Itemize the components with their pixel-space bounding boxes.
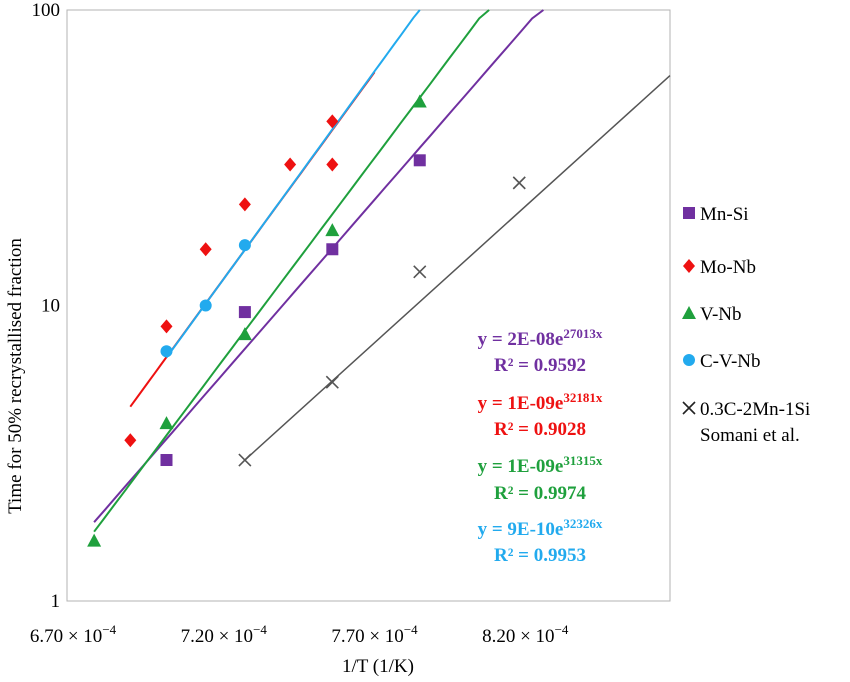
legend-label: C-V-Nb xyxy=(700,351,761,372)
legend-marker xyxy=(682,306,696,319)
data-point-c-v-nb xyxy=(199,299,212,312)
data-point-mn-si xyxy=(326,243,339,256)
legend-label-line2: Somani et al. xyxy=(700,425,800,446)
legend: Mn-Si Mo-Nb V-Nb C-V-Nb 0.3C-2Mn-1Si Somani e… xyxy=(682,204,810,446)
x-axis-title: 1/T (1/K) xyxy=(342,656,414,677)
x-tick-label: 6.70 × 10−4 xyxy=(30,622,117,647)
r-squared-mo-nb: R² = 0.9028 xyxy=(494,419,586,440)
x-tick-label: 7.70 × 10−4 xyxy=(331,622,418,647)
data-point-0-3c-2mn-1si xyxy=(413,265,427,279)
legend-label: Mo-Nb xyxy=(700,257,756,278)
data-point-mo-nb xyxy=(160,319,173,334)
legend-label: Mn-Si xyxy=(700,204,749,225)
data-point-mo-nb xyxy=(124,433,137,448)
plot-area xyxy=(66,9,671,602)
legend-marker xyxy=(683,207,695,219)
legend-label: V-Nb xyxy=(700,304,742,325)
legend-marker xyxy=(682,401,696,415)
y-tick-label: 1 xyxy=(51,591,61,612)
equation-c-v-nb: y = 9E-10e32326x xyxy=(478,516,603,540)
x-tick-label: 7.20 × 10−4 xyxy=(181,622,268,647)
data-point-v-nb xyxy=(87,533,102,547)
trendline-mn-si xyxy=(93,9,545,523)
trendline-v-nb xyxy=(93,9,490,533)
data-point-v-nb xyxy=(412,94,427,108)
legend-label: 0.3C-2Mn-1Si xyxy=(700,399,810,420)
trendlines xyxy=(93,9,671,533)
data-point-v-nb xyxy=(159,416,174,430)
data-point-mo-nb xyxy=(326,114,339,129)
x-tick-label: 8.20 × 10−4 xyxy=(482,622,569,647)
data-point-mo-nb xyxy=(326,157,339,172)
data-points xyxy=(87,94,526,547)
trendline-0-3c-2mn-1si xyxy=(244,75,671,461)
data-point-mn-si xyxy=(413,154,426,167)
data-point-v-nb xyxy=(325,223,340,237)
data-point-0-3c-2mn-1si xyxy=(238,453,252,467)
y-tick-label: 10 xyxy=(41,296,60,317)
data-point-mn-si xyxy=(238,306,251,319)
trendline-c-v-nb xyxy=(165,9,421,359)
data-point-mn-si xyxy=(160,454,173,467)
data-point-0-3c-2mn-1si xyxy=(512,176,526,190)
data-point-mo-nb xyxy=(238,197,251,212)
r-squared-mn-si: R² = 0.9592 xyxy=(494,355,586,376)
r-squared-v-nb: R² = 0.9974 xyxy=(494,483,586,504)
tick-labels: 1 10 100 6.70 × 10−4 7.20 × 10−4 7.70 × 10−4 8… xyxy=(30,0,569,647)
legend-marker xyxy=(683,259,695,273)
y-axis-title: Time for 50% recrystallised fraction xyxy=(5,238,26,514)
data-point-v-nb xyxy=(237,327,252,341)
legend-marker xyxy=(683,354,695,366)
data-point-c-v-nb xyxy=(238,239,251,252)
data-point-c-v-nb xyxy=(160,345,173,358)
data-point-mo-nb xyxy=(284,157,297,172)
data-point-mo-nb xyxy=(199,242,212,257)
r-squared-c-v-nb: R² = 0.9953 xyxy=(494,545,586,566)
data-point-0-3c-2mn-1si xyxy=(325,375,339,389)
y-tick-label: 100 xyxy=(32,0,61,21)
